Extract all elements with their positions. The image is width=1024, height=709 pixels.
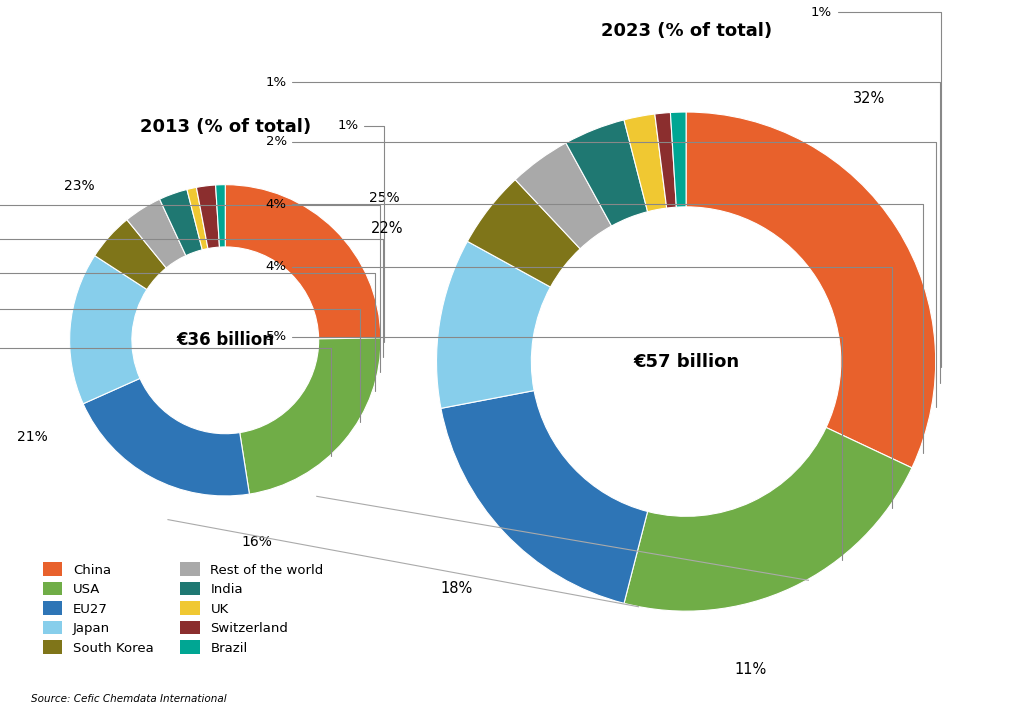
Text: Source: Cefic Chemdata International: Source: Cefic Chemdata International	[31, 694, 226, 704]
Text: 2%: 2%	[265, 135, 936, 406]
Wedge shape	[436, 241, 551, 408]
Wedge shape	[467, 179, 581, 287]
Text: 25%: 25%	[370, 191, 400, 206]
Wedge shape	[187, 187, 208, 250]
Wedge shape	[70, 256, 146, 403]
Text: 1%: 1%	[337, 119, 384, 342]
Wedge shape	[566, 120, 647, 226]
Title: 2023 (% of total): 2023 (% of total)	[600, 22, 772, 40]
Text: 16%: 16%	[241, 535, 272, 549]
Text: 5%: 5%	[265, 330, 842, 560]
Text: 18%: 18%	[440, 581, 472, 596]
Text: 22%: 22%	[372, 221, 403, 236]
Text: €57 billion: €57 billion	[633, 352, 739, 371]
Wedge shape	[83, 379, 250, 496]
Text: 4%: 4%	[0, 303, 359, 422]
Text: €36 billion: €36 billion	[176, 331, 274, 350]
Wedge shape	[94, 220, 166, 289]
Legend: China, USA, EU27, Japan, South Korea, Rest of the world, India, UK, Switzerland,: China, USA, EU27, Japan, South Korea, Re…	[37, 557, 329, 660]
Wedge shape	[441, 391, 647, 603]
Wedge shape	[127, 199, 186, 268]
Text: 11%: 11%	[735, 662, 767, 677]
Text: 5%: 5%	[0, 342, 332, 456]
Wedge shape	[654, 113, 677, 208]
Text: 21%: 21%	[16, 430, 47, 444]
Text: 1%: 1%	[0, 199, 380, 372]
Text: 1%: 1%	[811, 6, 940, 367]
Wedge shape	[160, 189, 203, 256]
Text: 4%: 4%	[266, 260, 892, 508]
Wedge shape	[240, 338, 381, 494]
Wedge shape	[225, 184, 381, 339]
Wedge shape	[624, 428, 912, 611]
Wedge shape	[197, 185, 219, 249]
Text: 32%: 32%	[853, 91, 886, 106]
Text: 3%: 3%	[0, 267, 375, 391]
Wedge shape	[624, 114, 667, 212]
Text: 1%: 1%	[265, 76, 939, 383]
Text: 2%: 2%	[0, 233, 383, 357]
Text: 4%: 4%	[266, 198, 923, 452]
Text: 23%: 23%	[65, 179, 95, 193]
Wedge shape	[671, 112, 686, 207]
Wedge shape	[686, 112, 936, 468]
Title: 2013 (% of total): 2013 (% of total)	[139, 118, 311, 136]
Wedge shape	[216, 184, 225, 247]
Wedge shape	[515, 143, 611, 249]
